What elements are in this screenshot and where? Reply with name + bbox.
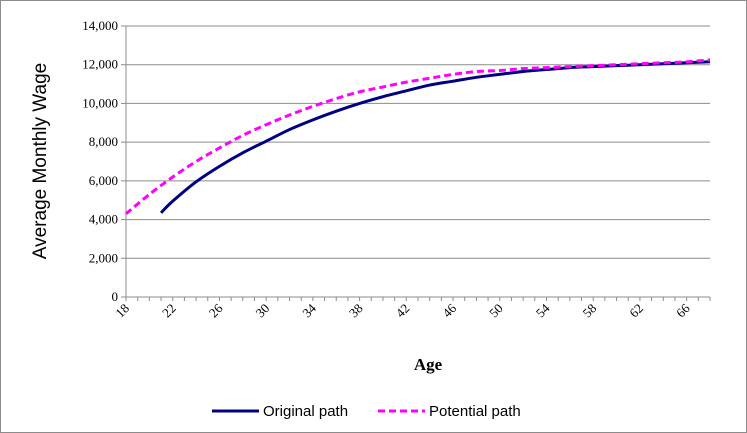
x-tick-label: 30 [252, 301, 272, 321]
x-tick-label: 34 [299, 300, 319, 320]
x-tick-label: 58 [580, 301, 600, 321]
series-line-potential-path [125, 58, 711, 215]
x-tick-labels: 18 22 26 30 34 38 42 46 50 54 58 62 66 [112, 300, 693, 320]
legend-label-original-path: Original path [263, 403, 348, 420]
axes [121, 25, 711, 301]
legend-label-potential-path: Potential path [429, 403, 521, 420]
x-tick-label: 66 [673, 300, 693, 320]
x-tick-label: 22 [159, 301, 179, 321]
x-tick-label: 46 [439, 300, 459, 320]
x-tick-label: 38 [346, 301, 366, 321]
x-axis-label: Age [414, 355, 443, 374]
y-tick-label: 14,000 [82, 18, 118, 33]
grid-lines [126, 25, 710, 259]
y-tick-label: 0 [112, 289, 119, 304]
y-tick-label: 12,000 [82, 57, 118, 72]
y-tick-label: 8,000 [89, 134, 118, 149]
y-tick-label: 6,000 [89, 173, 118, 188]
series-line-original-path [159, 60, 711, 214]
y-tick-label: 10,000 [82, 95, 118, 110]
x-tick-label: 26 [206, 300, 226, 320]
x-tick-label: 62 [626, 301, 646, 321]
x-tick-label: 42 [393, 301, 413, 321]
legend: Original path Potential path [212, 403, 521, 420]
x-tick-label: 50 [486, 301, 506, 321]
y-tick-label: 2,000 [89, 250, 118, 265]
y-tick-labels: 0 2,000 4,000 6,000 8,000 10,000 12,000 14,000 [82, 18, 118, 304]
y-axis-label: Average Monthly Wage [30, 63, 51, 259]
y-tick-label: 4,000 [89, 212, 118, 227]
x-tick-label: 54 [533, 300, 553, 320]
series-lines [125, 58, 711, 215]
